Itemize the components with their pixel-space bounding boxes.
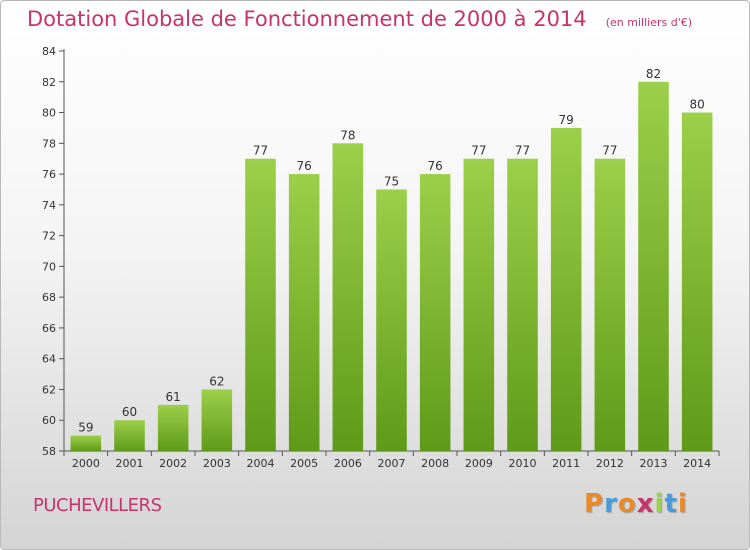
x-tick-label: 2001 [116, 457, 144, 470]
x-tick-label: 2000 [72, 457, 100, 470]
data-label: 62 [209, 374, 224, 388]
data-label: 76 [297, 159, 312, 173]
x-tick-label: 2010 [509, 457, 537, 470]
x-tick-label: 2012 [596, 457, 624, 470]
bar [376, 189, 407, 451]
bar [288, 174, 320, 452]
x-tick-label: 2004 [247, 457, 275, 470]
y-tick-label: 80 [42, 107, 56, 120]
chart-title: Dotation Globale de Fonctionnement de 20… [27, 7, 587, 31]
bar [463, 158, 495, 451]
x-tick-label: 2013 [640, 457, 668, 470]
y-tick-label: 58 [42, 445, 56, 458]
bar [638, 81, 669, 452]
data-label: 79 [559, 113, 574, 127]
x-tick-label: 2009 [465, 457, 493, 470]
commune-name: PUCHEVILLERS [33, 495, 162, 516]
bar [681, 112, 713, 452]
data-label: 76 [428, 159, 443, 173]
data-label: 77 [253, 144, 268, 158]
data-label: 78 [340, 128, 355, 142]
data-label: 60 [122, 405, 137, 419]
y-tick-label: 62 [42, 383, 56, 396]
bar [507, 158, 538, 451]
y-tick-label: 60 [42, 414, 56, 427]
y-tick-label: 84 [42, 45, 56, 58]
y-tick-label: 76 [42, 168, 56, 181]
data-label: 75 [384, 174, 399, 188]
y-tick-label: 64 [42, 353, 56, 366]
bar [245, 158, 276, 451]
chart-subtitle: (en milliers d'€) [605, 16, 693, 29]
y-tick-label: 82 [42, 76, 56, 89]
data-label: 77 [602, 144, 617, 158]
bar [332, 143, 364, 452]
bar [114, 420, 145, 451]
y-tick-label: 68 [42, 291, 56, 304]
x-tick-label: 2007 [378, 457, 406, 470]
bar [594, 158, 626, 451]
bar [157, 404, 189, 451]
bar [550, 127, 582, 451]
y-tick-label: 70 [42, 260, 56, 273]
data-label: 61 [166, 390, 181, 404]
data-label: 82 [646, 67, 661, 81]
x-tick-label: 2002 [159, 457, 187, 470]
proxiti-logo: Proxiti [584, 489, 688, 519]
title-row: Dotation Globale de Fonctionnement de 20… [27, 7, 692, 31]
x-tick-label: 2006 [334, 457, 362, 470]
data-label: 77 [471, 144, 486, 158]
data-label: 77 [515, 144, 530, 158]
x-tick-label: 2014 [683, 457, 711, 470]
x-tick-label: 2011 [552, 457, 580, 470]
x-tick-label: 2008 [421, 457, 449, 470]
y-tick-label: 66 [42, 322, 56, 335]
x-tick-label: 2003 [203, 457, 231, 470]
bar [70, 435, 102, 451]
y-tick-label: 74 [42, 199, 56, 212]
x-tick-label: 2005 [290, 457, 318, 470]
bar [419, 174, 451, 452]
data-label: 80 [690, 98, 705, 112]
y-tick-label: 78 [42, 137, 56, 150]
bar [201, 389, 233, 451]
data-label: 59 [78, 421, 93, 435]
y-tick-label: 72 [42, 230, 56, 243]
